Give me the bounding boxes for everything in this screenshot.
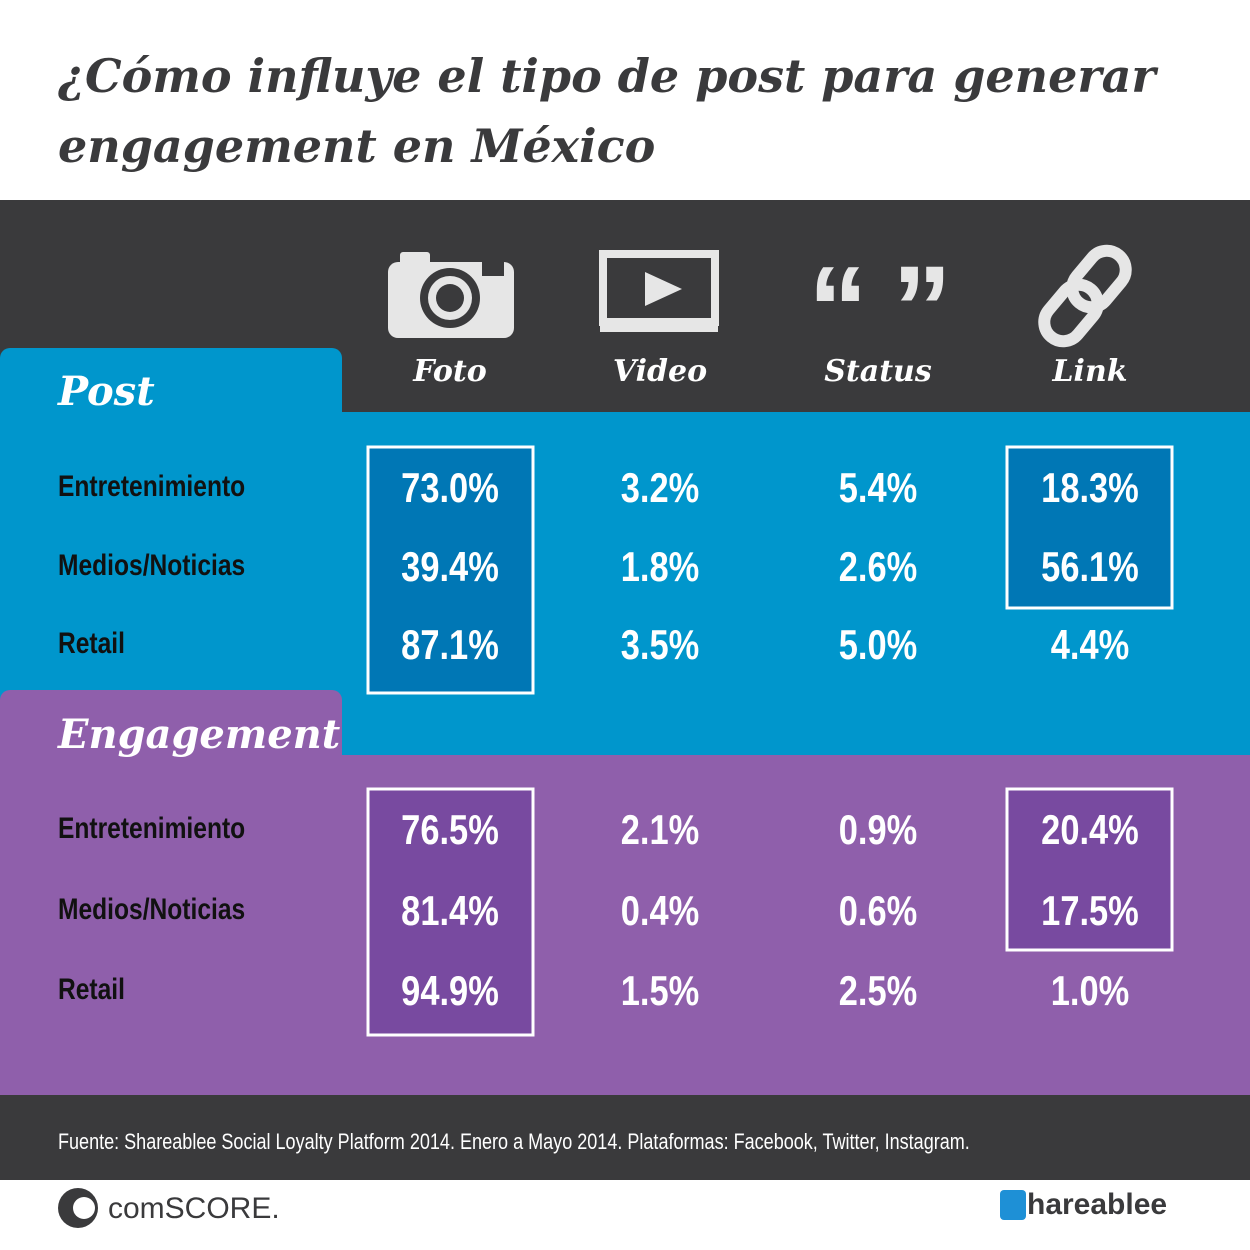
logo-text: hareablee [1027, 1188, 1167, 1221]
svg-text:“: “ [808, 242, 868, 376]
cell-value: 56.1% [1041, 544, 1139, 591]
highlight-box [1005, 787, 1174, 952]
engagement-tab [0, 690, 342, 770]
cell-value: 17.5% [1041, 888, 1139, 935]
svg-text:”: ” [892, 242, 952, 376]
highlight-box [366, 787, 535, 1037]
post-tab [0, 348, 342, 428]
column-header: Foto [412, 354, 487, 389]
footer-band [0, 1095, 1250, 1180]
section-label: Engagement [57, 711, 341, 758]
cell-value: 0.9% [839, 807, 917, 854]
quote-icon: “ ” [808, 242, 952, 376]
cell-value: 87.1% [401, 622, 499, 669]
cell-value: 2.1% [621, 807, 699, 854]
cell-value: 94.9% [401, 968, 499, 1015]
cell-value: 1.8% [621, 544, 699, 591]
shareablee-logo: hareablee [1000, 1188, 1167, 1221]
title-line: engagement en México [58, 119, 655, 173]
cell-value: 76.5% [401, 807, 499, 854]
cell-value: 4.4% [1051, 622, 1129, 669]
source-note: Fuente: Shareablee Social Loyalty Platfo… [58, 1130, 970, 1154]
row-label: Retail [58, 972, 125, 1006]
highlight-box [1005, 445, 1174, 610]
logo-text: comSCORE. [108, 1192, 280, 1225]
cell-value: 5.0% [839, 622, 917, 669]
cell-value: 81.4% [401, 888, 499, 935]
cell-value: 5.4% [839, 465, 917, 512]
cell-value: 2.5% [839, 968, 917, 1015]
cell-value: 2.6% [839, 544, 917, 591]
cell-value: 3.5% [621, 622, 699, 669]
column-header: Status [824, 354, 932, 389]
camera-icon [388, 252, 514, 338]
section-label: Post [57, 368, 155, 415]
row-label: Medios/Noticias [58, 892, 245, 926]
highlight-box [366, 445, 535, 695]
cell-value: 0.4% [621, 888, 699, 935]
column-header: Video [613, 354, 707, 389]
cell-value: 1.5% [621, 968, 699, 1015]
title-line: ¿Cómo influye el tipo de post para gener… [57, 49, 1159, 103]
comscore-logo: comSCORE. [58, 1188, 280, 1228]
row-label: Retail [58, 626, 125, 660]
row-label: Entretenimiento [58, 811, 245, 845]
link-icon [1038, 244, 1132, 348]
cell-value: 18.3% [1041, 465, 1139, 512]
cell-value: 3.2% [621, 465, 699, 512]
cell-value: 39.4% [401, 544, 499, 591]
row-label: Medios/Noticias [58, 548, 245, 582]
cell-value: 1.0% [1051, 968, 1129, 1015]
column-header: Link [1051, 354, 1127, 389]
cell-value: 20.4% [1041, 807, 1139, 854]
video-icon [599, 250, 719, 332]
row-label: Entretenimiento [58, 469, 245, 503]
cell-value: 73.0% [401, 465, 499, 512]
cell-value: 0.6% [839, 888, 917, 935]
